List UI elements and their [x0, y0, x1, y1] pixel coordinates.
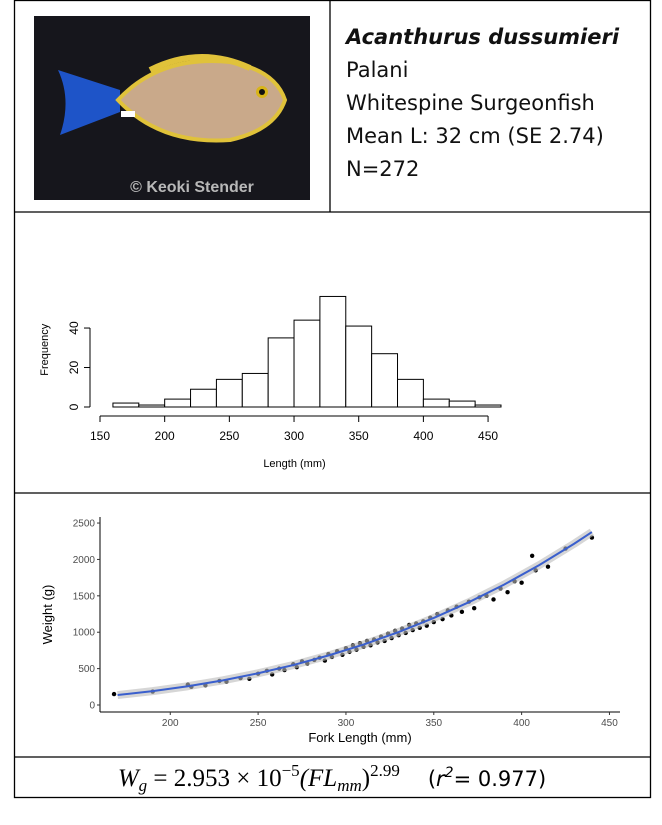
histogram-bar — [474, 404, 502, 408]
y-axis-label: Frequency — [39, 323, 51, 375]
formula-w: W — [118, 765, 141, 792]
y-tick-label: 1000 — [73, 628, 96, 639]
fish-photo: © Keoki Stender — [34, 16, 310, 200]
pupil — [259, 89, 265, 95]
x-tick-label: 300 — [338, 718, 355, 729]
x-tick-label: 250 — [219, 429, 239, 443]
x-tick-label: 450 — [478, 429, 498, 443]
y-tick-label: 0 — [67, 403, 81, 410]
local-name: Palani — [346, 58, 408, 82]
r2-value: = 0.977) — [454, 767, 547, 791]
r2-open: ( — [428, 767, 436, 791]
x-tick-label: 300 — [284, 429, 304, 443]
formula-fl-close: ) — [362, 765, 370, 792]
data-point — [529, 553, 535, 558]
data-point — [505, 589, 510, 595]
y-tick-label: 500 — [78, 664, 95, 675]
histogram-bar — [267, 337, 295, 408]
histogram-bar — [448, 400, 476, 408]
photo-credit: © Keoki Stender — [130, 179, 254, 196]
data-point — [459, 609, 465, 615]
formula-equation: = 2.953 × 10 — [147, 765, 281, 792]
histogram-bar — [190, 388, 217, 408]
scientific-name: Acanthurus dussumieri — [344, 25, 620, 49]
y-tick-label: 0 — [89, 701, 95, 712]
histogram-bar — [112, 402, 140, 408]
mean-length: Mean L: 32 cm (SE 2.74) — [346, 124, 604, 148]
white-spine — [121, 111, 135, 117]
scatter-panel — [100, 517, 620, 712]
x-axis-label: Length (mm) — [263, 458, 325, 470]
data-point — [545, 564, 551, 569]
formula-exponent: −5 — [282, 761, 300, 780]
formula-fl: (FL — [300, 765, 338, 792]
y-tick-label: 40 — [67, 321, 81, 335]
tail-fin — [58, 70, 120, 135]
fish-body — [115, 59, 288, 143]
data-point — [111, 691, 117, 697]
dorsal-fin — [148, 54, 252, 73]
formula-power: 2.99 — [370, 761, 400, 780]
histogram-bar — [345, 325, 373, 408]
data-point — [519, 580, 524, 585]
histogram-bar — [397, 378, 424, 408]
y-tick-label: 2500 — [73, 519, 96, 530]
x-tick-label: 150 — [90, 429, 110, 443]
x-axis-label: Fork Length (mm) — [308, 730, 411, 745]
x-tick-label: 400 — [413, 429, 433, 443]
x-tick-label: 200 — [155, 429, 175, 443]
x-tick-label: 350 — [425, 718, 442, 729]
histogram-bar — [241, 372, 269, 408]
formula: Wg = 2.953 × 10−5(FLmm)2.99 (r2= 0.977) — [118, 761, 546, 795]
x-tick-label: 450 — [601, 718, 618, 729]
x-tick-label: 350 — [349, 429, 369, 443]
x-tick-label: 250 — [250, 718, 267, 729]
formula-fl-sub: mm — [337, 776, 362, 795]
y-tick-label: 20 — [67, 361, 81, 375]
x-tick-label: 400 — [513, 718, 530, 729]
r2-symbol: r — [436, 767, 446, 791]
table-borders — [13, 0, 652, 799]
histogram-bar — [371, 353, 399, 408]
data-point — [491, 597, 496, 602]
y-tick-label: 1500 — [73, 591, 96, 602]
common-name: Whitespine Surgeonfish — [346, 91, 595, 115]
outer-border — [13, 0, 652, 799]
fit-line — [117, 531, 593, 697]
sample-size: N=272 — [346, 157, 419, 181]
y-tick-label: 2000 — [73, 555, 96, 566]
y-axis-label: Weight (g) — [40, 585, 55, 645]
histogram-bar — [138, 404, 166, 408]
r2-sup: 2 — [445, 765, 454, 781]
histogram-bar — [215, 378, 243, 408]
histogram-bar — [422, 398, 450, 408]
data-point — [471, 606, 477, 611]
histogram-bar — [293, 319, 321, 408]
histogram-bar — [164, 398, 192, 408]
histogram-bar — [319, 295, 347, 408]
x-tick-label: 200 — [162, 718, 179, 729]
formula-w-sub: g — [139, 776, 148, 795]
